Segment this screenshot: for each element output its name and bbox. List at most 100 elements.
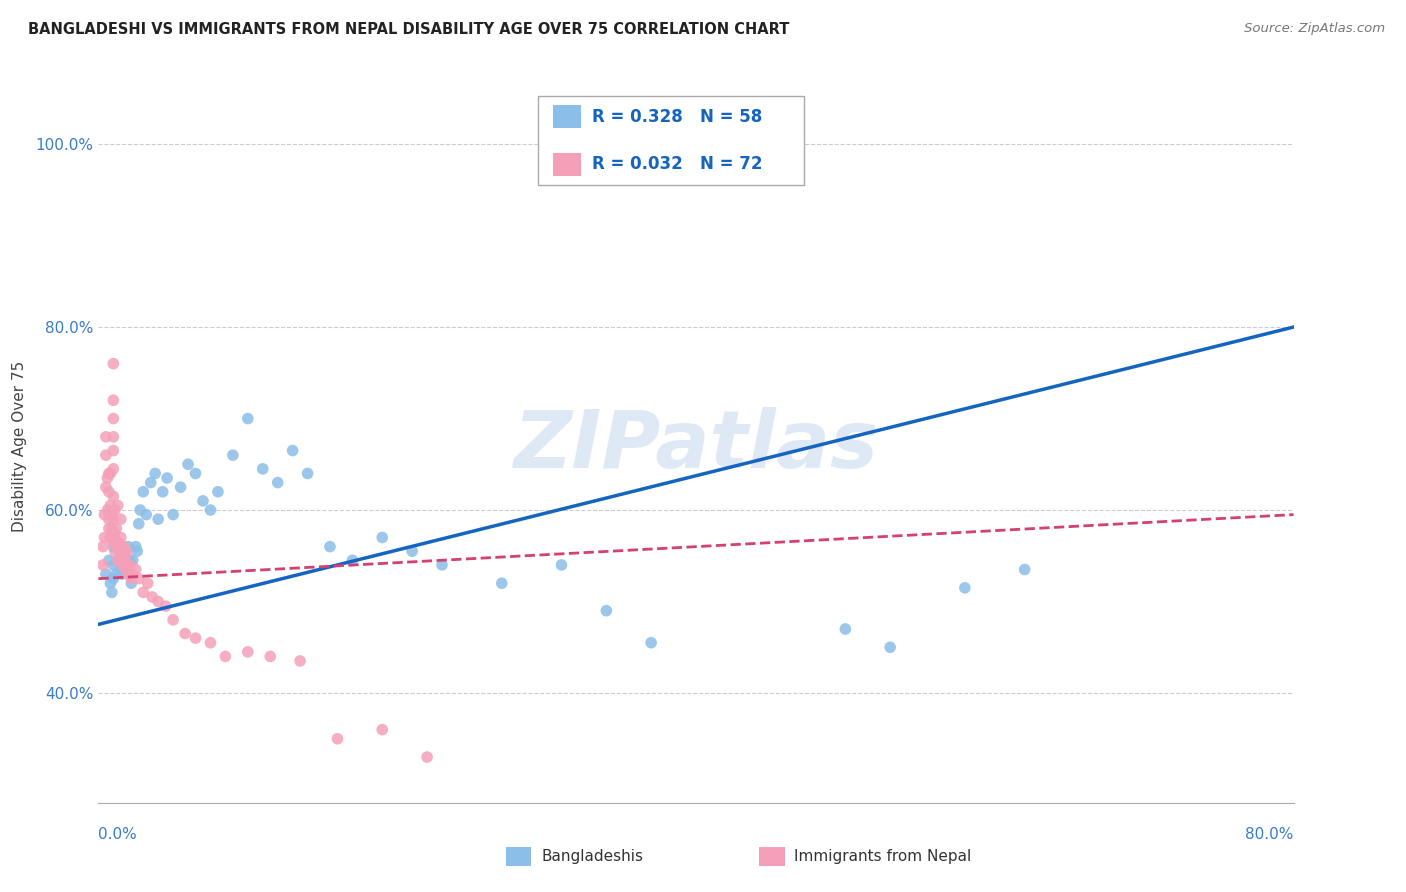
Point xyxy=(94,480,117,494)
Point xyxy=(103,535,125,549)
Point xyxy=(97,484,120,499)
Point xyxy=(148,594,170,608)
Point xyxy=(640,636,662,650)
Point xyxy=(121,567,143,582)
Point xyxy=(319,540,342,554)
Point xyxy=(128,516,150,531)
Point xyxy=(108,544,131,558)
Point xyxy=(108,553,131,567)
Point xyxy=(110,512,132,526)
Point xyxy=(101,508,124,522)
Point xyxy=(103,393,125,408)
Point xyxy=(111,567,134,582)
Point xyxy=(267,475,290,490)
Point xyxy=(834,622,856,636)
Point xyxy=(236,411,259,425)
Point xyxy=(156,471,179,485)
Point xyxy=(110,540,132,554)
Point xyxy=(107,553,129,567)
Point xyxy=(97,512,120,526)
Point xyxy=(115,562,138,576)
Point xyxy=(132,585,155,599)
Point xyxy=(139,475,162,490)
Point xyxy=(342,553,364,567)
Point xyxy=(104,525,127,540)
Point xyxy=(128,572,150,586)
Point xyxy=(103,525,125,540)
Point xyxy=(101,531,124,545)
Point xyxy=(259,649,281,664)
Point xyxy=(416,750,439,764)
Point xyxy=(105,540,128,554)
Point xyxy=(93,531,115,545)
Point xyxy=(103,572,125,586)
Point xyxy=(371,531,394,545)
Point xyxy=(162,613,184,627)
Point xyxy=(103,558,125,572)
Point xyxy=(297,467,319,481)
Text: Immigrants from Nepal: Immigrants from Nepal xyxy=(794,849,972,863)
Point xyxy=(118,553,141,567)
Point xyxy=(103,540,125,554)
Text: R = 0.328   N = 58: R = 0.328 N = 58 xyxy=(592,108,762,126)
Point xyxy=(105,567,128,582)
Point xyxy=(169,480,191,494)
Point xyxy=(132,484,155,499)
Point xyxy=(115,544,138,558)
Point xyxy=(136,576,159,591)
Point xyxy=(110,544,132,558)
Point xyxy=(103,430,125,444)
Point xyxy=(97,521,120,535)
Point xyxy=(125,562,148,576)
Point xyxy=(127,544,149,558)
Text: Source: ZipAtlas.com: Source: ZipAtlas.com xyxy=(1244,22,1385,36)
Point xyxy=(184,631,207,645)
Point xyxy=(93,508,115,522)
Point xyxy=(96,471,118,485)
Point xyxy=(236,645,259,659)
Point xyxy=(1014,562,1036,576)
Point xyxy=(97,553,120,567)
Point xyxy=(94,430,117,444)
Point xyxy=(120,576,142,591)
Point xyxy=(91,540,114,554)
Point xyxy=(281,443,304,458)
Point xyxy=(121,553,143,567)
Point xyxy=(104,544,127,558)
Point xyxy=(114,549,136,563)
Point xyxy=(152,484,174,499)
Point xyxy=(107,535,129,549)
Text: 80.0%: 80.0% xyxy=(1246,827,1294,841)
Point xyxy=(184,467,207,481)
Point xyxy=(371,723,394,737)
Point xyxy=(97,467,120,481)
Point xyxy=(101,521,124,535)
Point xyxy=(104,531,127,545)
Point xyxy=(200,503,222,517)
Point xyxy=(214,649,236,664)
Point xyxy=(120,572,142,586)
Point xyxy=(117,567,139,582)
Point xyxy=(112,540,135,554)
Point xyxy=(155,599,177,613)
Point xyxy=(595,604,617,618)
Point xyxy=(252,462,274,476)
Text: BANGLADESHI VS IMMIGRANTS FROM NEPAL DISABILITY AGE OVER 75 CORRELATION CHART: BANGLADESHI VS IMMIGRANTS FROM NEPAL DIS… xyxy=(28,22,790,37)
Point xyxy=(879,640,901,655)
Point xyxy=(222,448,245,462)
Point xyxy=(141,590,163,604)
Point xyxy=(103,357,125,371)
Point xyxy=(953,581,976,595)
Point xyxy=(118,558,141,572)
Point xyxy=(110,562,132,576)
Point xyxy=(104,503,127,517)
Point xyxy=(103,462,125,476)
Point xyxy=(491,576,513,591)
Point xyxy=(200,636,222,650)
Point xyxy=(135,508,157,522)
Point xyxy=(114,553,136,567)
Point xyxy=(108,540,131,554)
Point xyxy=(96,503,118,517)
Point xyxy=(117,540,139,554)
Point xyxy=(98,499,122,513)
